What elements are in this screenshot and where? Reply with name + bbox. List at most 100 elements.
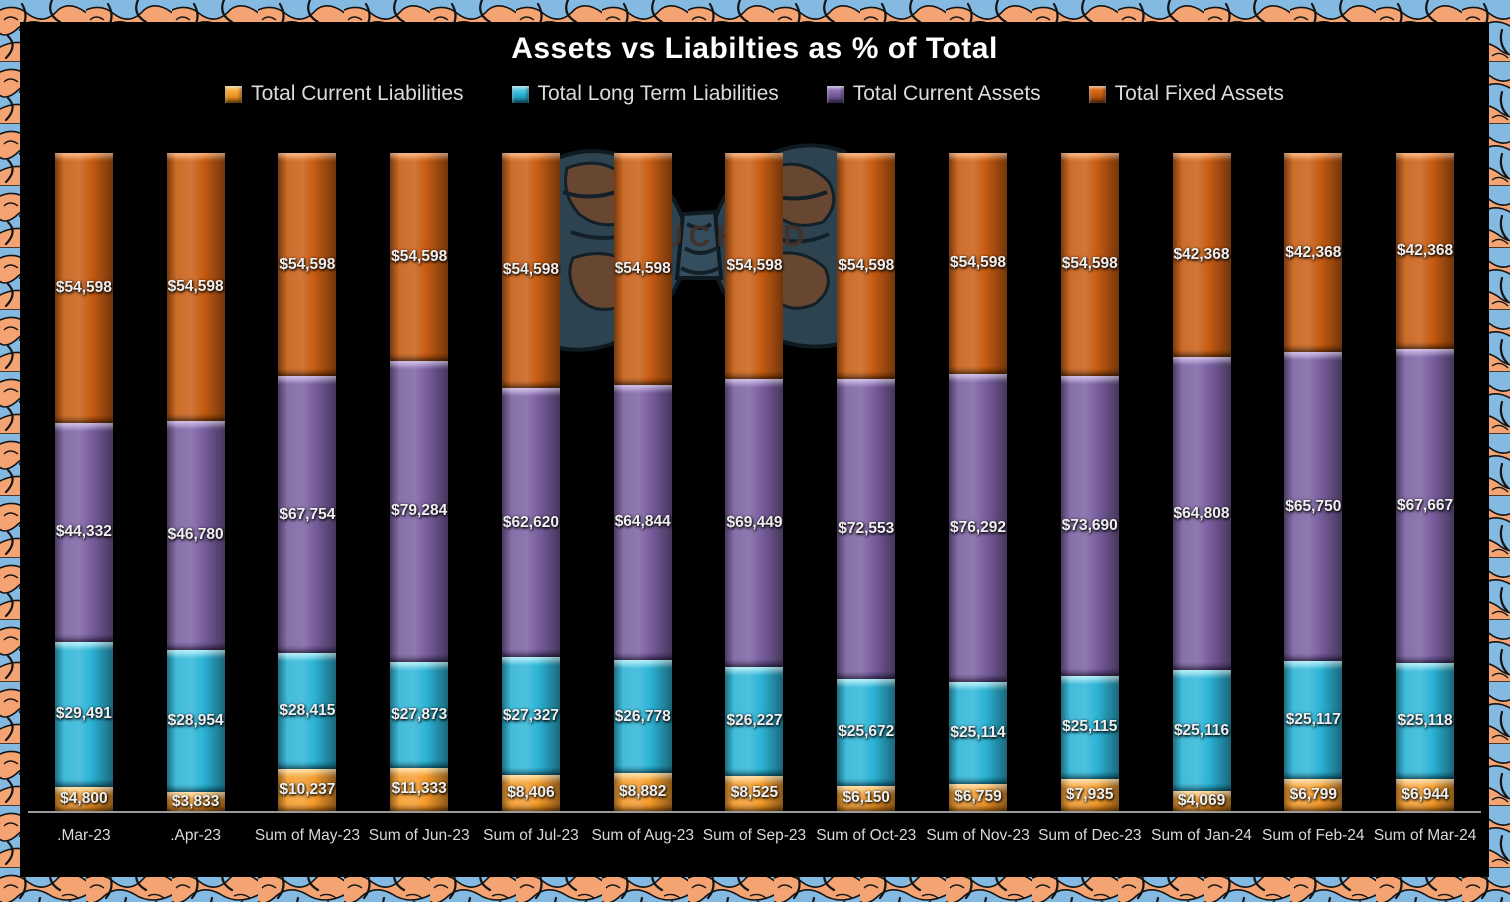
bar-value-label: $4,069 — [1177, 792, 1226, 810]
bar-segment-total-current-assets[interactable]: $73,690 — [1060, 375, 1119, 677]
bar-column: $6,799 $25,117 $65,750 $42,368 — [1257, 153, 1369, 811]
bar-segment-total-current-assets[interactable]: $44,332 — [54, 422, 113, 642]
bar-stack: $7,935 $25,115 $73,690 $54,598 — [1060, 153, 1119, 811]
bar-segment-total-current-liabilities[interactable]: $11,333 — [390, 767, 449, 811]
bar-segment-total-current-liabilities[interactable]: $3,833 — [166, 792, 225, 811]
bar-value-label: $28,415 — [279, 702, 336, 720]
bar-segment-total-current-liabilities[interactable]: $6,759 — [949, 783, 1007, 811]
bar-value-label: $25,672 — [838, 723, 895, 741]
bar-segment-total-long-term-liabilities[interactable]: $25,118 — [1396, 662, 1455, 779]
legend-item[interactable]: Total Fixed Assets — [1088, 82, 1284, 106]
bar-column: $4,069 $25,116 $64,808 $42,368 — [1146, 153, 1258, 811]
bar-segment-total-current-liabilities[interactable]: $8,882 — [613, 773, 672, 811]
bar-value-label: $6,759 — [954, 788, 1002, 806]
legend-marker-icon — [826, 85, 844, 103]
bar-segment-total-fixed-assets[interactable]: $54,598 — [390, 153, 449, 361]
bar-segment-total-fixed-assets[interactable]: $42,368 — [1172, 153, 1231, 358]
bar-stack: $8,525 $26,227 $69,449 $54,598 — [725, 153, 784, 811]
category-axis: .Mar-23 .Apr-23 Sum of May-23 Sum of Jun-23… — [28, 827, 1481, 845]
bar-segment-total-current-assets[interactable]: $64,844 — [613, 384, 672, 660]
bar-value-label: $25,117 — [1285, 711, 1341, 729]
bar-segment-total-current-assets[interactable]: $72,553 — [837, 379, 896, 680]
legend-item[interactable]: Total Current Assets — [826, 82, 1041, 106]
bar-value-label: $62,620 — [502, 513, 559, 531]
bar-segment-total-long-term-liabilities[interactable]: $25,117 — [1284, 661, 1343, 780]
bar-value-label: $4,800 — [60, 790, 108, 808]
bar-segment-total-current-liabilities[interactable]: $6,799 — [1284, 779, 1343, 811]
bar-segment-total-long-term-liabilities[interactable]: $25,672 — [837, 679, 896, 786]
bar-column: $8,525 $26,227 $69,449 $54,598 — [699, 153, 811, 811]
bar-segment-total-current-assets[interactable]: $69,449 — [725, 379, 784, 668]
bar-segment-total-current-liabilities[interactable]: $8,406 — [501, 774, 560, 811]
bar-value-label: $28,954 — [167, 712, 224, 730]
bar-segment-total-current-assets[interactable]: $65,750 — [1284, 352, 1343, 662]
bar-segment-total-fixed-assets[interactable]: $54,598 — [613, 153, 672, 385]
legend-marker-icon — [225, 85, 243, 103]
bar-segment-total-current-assets[interactable]: $64,808 — [1172, 357, 1231, 671]
bar-segment-total-current-assets[interactable]: $46,780 — [166, 420, 225, 651]
bar-value-label: $8,525 — [730, 784, 779, 802]
bar-stack: $6,799 $25,117 $65,750 $42,368 — [1284, 153, 1343, 811]
bar-stack: $4,069 $25,116 $64,808 $42,368 — [1172, 153, 1231, 811]
bar-value-label: $27,327 — [502, 707, 559, 725]
bar-segment-total-current-assets[interactable]: $67,754 — [278, 376, 337, 654]
bar-segment-total-fixed-assets[interactable]: $42,368 — [1396, 153, 1455, 350]
legend-marker-icon — [1088, 85, 1106, 103]
legend-item[interactable]: Total Current Liabilities — [225, 82, 464, 106]
bar-segment-total-current-assets[interactable]: $79,284 — [390, 360, 449, 662]
bar-segment-total-long-term-liabilities[interactable]: $26,778 — [613, 659, 672, 774]
bar-segment-total-long-term-liabilities[interactable]: $29,491 — [54, 641, 113, 788]
bar-segment-total-current-liabilities[interactable]: $6,150 — [837, 785, 896, 811]
bar-segment-total-fixed-assets[interactable]: $54,598 — [278, 153, 337, 377]
legend-item[interactable]: Total Long Term Liabilities — [511, 82, 779, 106]
bar-segment-total-current-assets[interactable]: $62,620 — [501, 387, 560, 658]
bar-segment-total-long-term-liabilities[interactable]: $25,115 — [1060, 676, 1119, 779]
bar-segment-total-long-term-liabilities[interactable]: $25,114 — [949, 682, 1007, 784]
bar-value-label: $54,598 — [502, 261, 559, 279]
bar-segment-total-current-assets[interactable]: $76,292 — [949, 373, 1007, 683]
bar-segment-total-current-liabilities[interactable]: $6,944 — [1396, 778, 1455, 811]
bar-segment-total-long-term-liabilities[interactable]: $27,873 — [390, 661, 449, 768]
bar-segment-total-current-liabilities[interactable]: $4,800 — [54, 787, 113, 811]
chart-panel: Assets vs Liabilties as % of Total Total… — [20, 22, 1489, 877]
bar-value-label: $42,368 — [1397, 242, 1454, 260]
category-label: Sum of Sep-23 — [702, 827, 807, 844]
bar-segment-total-current-liabilities[interactable]: $4,069 — [1172, 791, 1231, 811]
bar-value-label: $26,778 — [614, 707, 671, 725]
bar-value-label: $46,780 — [167, 526, 224, 544]
bar-segment-total-fixed-assets[interactable]: $54,598 — [725, 153, 784, 380]
chart-legend: Total Current Liabilities Total Long Term… — [20, 82, 1489, 106]
bar-segment-total-fixed-assets[interactable]: $54,598 — [166, 153, 225, 421]
bar-segment-total-current-liabilities[interactable]: $8,525 — [725, 775, 784, 811]
bar-value-label: $25,115 — [1062, 718, 1118, 736]
bar-value-label: $8,882 — [618, 783, 667, 801]
bar-segment-total-long-term-liabilities[interactable]: $27,327 — [501, 657, 560, 775]
bar-segment-total-long-term-liabilities[interactable]: $26,227 — [725, 667, 784, 776]
bar-segment-total-fixed-assets[interactable]: $54,598 — [1060, 153, 1119, 376]
bar-segment-total-current-liabilities[interactable]: $7,935 — [1060, 778, 1119, 811]
bar-value-label: $54,598 — [55, 278, 112, 296]
bar-column: $11,333 $27,873 $79,284 $54,598 — [363, 153, 475, 811]
bar-value-label: $54,598 — [1061, 255, 1118, 273]
bar-segment-total-fixed-assets[interactable]: $54,598 — [501, 153, 560, 388]
bar-value-label: $6,150 — [842, 789, 890, 807]
bar-segment-total-fixed-assets[interactable]: $42,368 — [1284, 153, 1343, 353]
bar-stack: $10,237 $28,415 $67,754 $54,598 — [278, 153, 337, 811]
bar-segment-total-long-term-liabilities[interactable]: $25,116 — [1172, 670, 1231, 792]
bar-value-label: $54,598 — [391, 247, 448, 265]
bar-segment-total-fixed-assets[interactable]: $54,598 — [54, 153, 113, 423]
bar-segment-total-fixed-assets[interactable]: $54,598 — [837, 153, 896, 379]
bar-segment-total-current-assets[interactable]: $67,667 — [1396, 349, 1455, 663]
bar-stack: $8,882 $26,778 $64,844 $54,598 — [613, 153, 672, 811]
bar-segment-total-fixed-assets[interactable]: $54,598 — [949, 153, 1007, 374]
bar-segment-total-long-term-liabilities[interactable]: $28,415 — [278, 653, 337, 770]
category-label: Sum of May-23 — [254, 827, 360, 844]
category-label: .Apr-23 — [170, 827, 222, 844]
plot-area: UCKE D $4,800 $29,491 $44,332 $54,598 $3,833… — [28, 143, 1481, 813]
bar-segment-total-current-liabilities[interactable]: $10,237 — [278, 769, 337, 811]
bar-segment-total-long-term-liabilities[interactable]: $28,954 — [166, 650, 225, 793]
bar-column: $10,237 $28,415 $67,754 $54,598 — [252, 153, 364, 811]
bar-value-label: $54,598 — [279, 255, 336, 273]
chart-title: Assets vs Liabilties as % of Total — [511, 32, 998, 65]
bar-value-label: $54,598 — [949, 254, 1007, 272]
